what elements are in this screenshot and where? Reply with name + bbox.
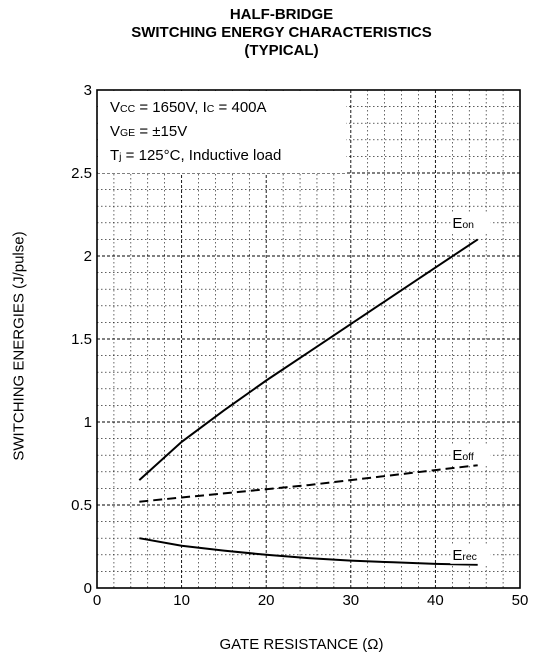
x-tick-label: 50 — [512, 592, 529, 609]
conditions-box — [98, 91, 346, 173]
plot-frame — [96, 89, 521, 589]
tick-labels: 0 10 20 30 40 50 0 0.5 1 1.5 2 2.5 3 — [71, 82, 528, 609]
y-tick-label: 2 — [84, 248, 92, 265]
condition-line: Tj = 125°C, Inductive load — [110, 147, 281, 164]
chart-title-line-2: SWITCHING ENERGY CHARACTERISTICS — [131, 24, 432, 41]
condition-line: VGE = ±15V — [110, 123, 187, 140]
series-label-eon: Eon — [452, 215, 474, 232]
curves — [138, 238, 479, 566]
y-tick-label: 0 — [84, 580, 92, 597]
y-tick-label: 1 — [84, 414, 92, 431]
series-line-eoff — [139, 464, 478, 503]
y-tick-label: 3 — [84, 82, 92, 99]
series-line-erec — [139, 537, 478, 566]
series-label-eoff: Eoff — [452, 447, 474, 464]
x-tick-label: 30 — [342, 592, 359, 609]
y-tick-label: 1.5 — [71, 331, 92, 348]
series-label-erec: Erec — [452, 547, 477, 564]
x-axis-label: GATE RESISTANCE (Ω) — [219, 636, 384, 653]
y-tick-label: 2.5 — [71, 165, 92, 182]
x-tick-label: 20 — [258, 592, 275, 609]
series-labels: Eon Eoff Erec — [450, 212, 491, 564]
series-label-bg — [450, 445, 491, 465]
x-tick-label: 10 — [173, 592, 190, 609]
series-label-bg — [450, 212, 491, 232]
chart-title-line-1: HALF-BRIDGE — [229, 6, 334, 23]
conditions-text: VCC = 1650V, IC = 400A VGE = ±15V Tj = 125… — [110, 99, 281, 164]
x-tick-label: 0 — [93, 592, 101, 609]
y-tick-label: 0.5 — [71, 497, 92, 514]
condition-line: VCC = 1650V, IC = 400A — [110, 99, 267, 116]
chart-title-line-3: (TYPICAL) — [244, 42, 319, 59]
series-label-bg — [450, 544, 491, 564]
series-line-eon — [138, 238, 479, 481]
x-tick-label: 40 — [427, 592, 444, 609]
